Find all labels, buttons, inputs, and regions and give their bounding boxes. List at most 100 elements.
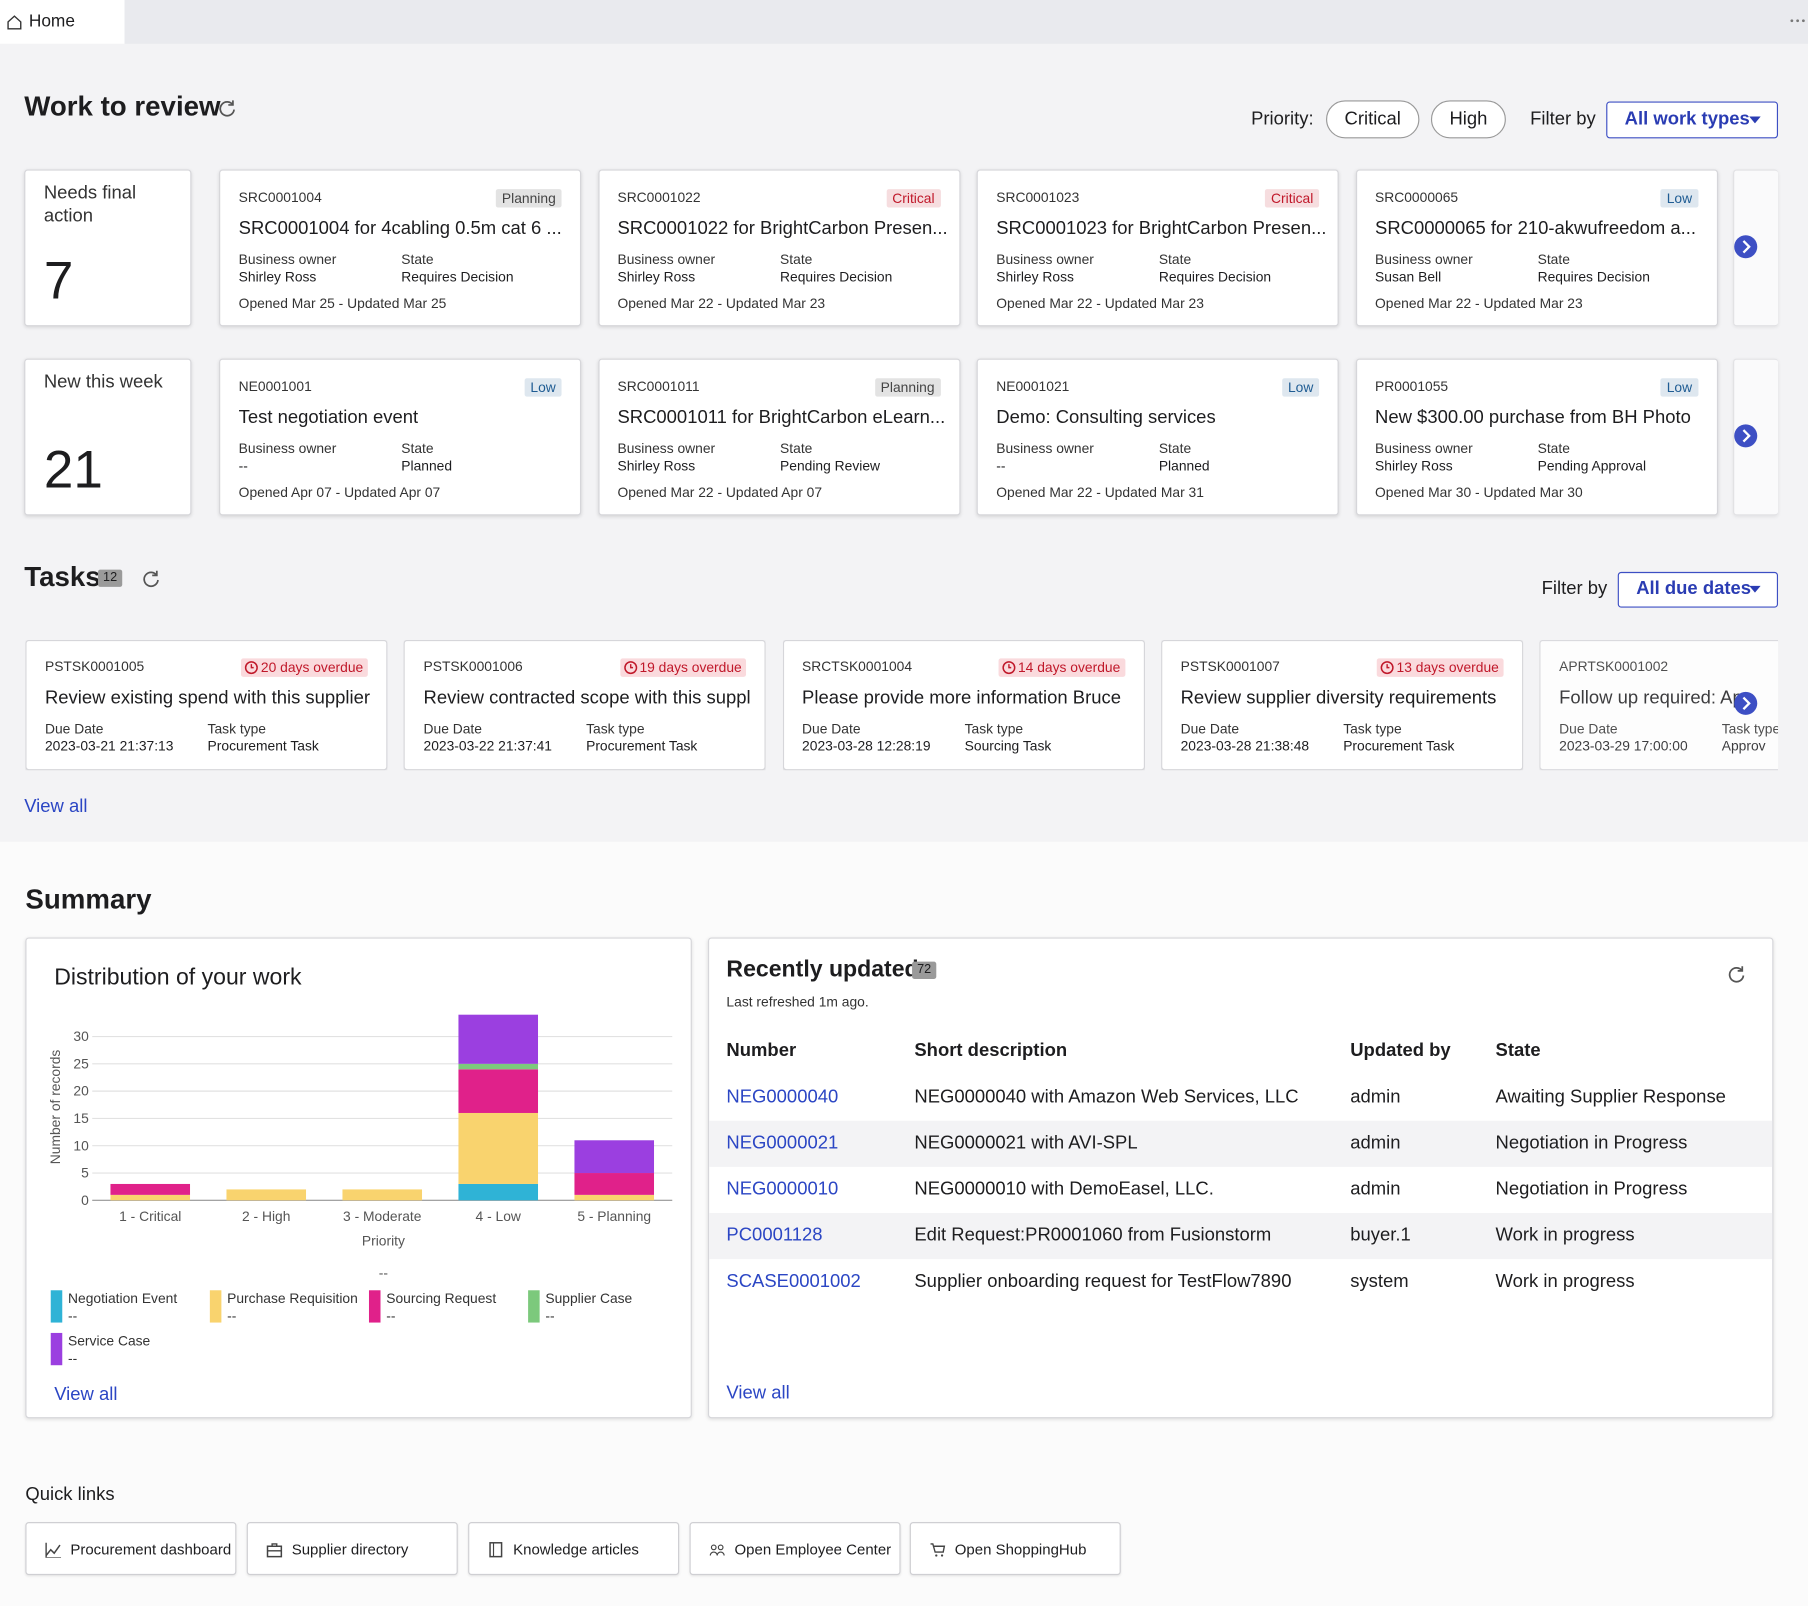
work-title: Demo: Consulting services <box>996 408 1216 428</box>
overdue-badge: 20 days overdue <box>241 658 368 677</box>
task-number: PSTSK0001006 <box>423 657 523 675</box>
due-label: Due Date <box>802 720 861 737</box>
record-link[interactable]: NEG0000010 <box>726 1179 839 1200</box>
task-card-slot: PSTSK0001005 20 days overdue Review existi… <box>25 639 388 771</box>
work-title: SRC0000065 for 210-akwufreedom a... <box>1375 219 1697 239</box>
filter-label: Filter by <box>1530 109 1596 130</box>
work-dates: Opened Mar 25 - Updated Mar 25 <box>238 294 447 311</box>
quick-link-button[interactable]: Open Employee Center <box>689 1522 901 1576</box>
work-card[interactable]: NE0001001 Low Test negotiation event Busine… <box>219 358 582 516</box>
clock-icon <box>1002 661 1016 675</box>
work-title: New $300.00 purchase from BH Photo <box>1375 408 1691 428</box>
due-value: 2023-03-22 21:37:41 <box>423 737 553 754</box>
task-card[interactable]: PSTSK0001007 13 days overdue Review suppli… <box>1161 639 1524 771</box>
stat-count: 21 <box>43 439 103 500</box>
stat-label: Needs final action <box>43 183 137 226</box>
legend-label: Supplier Case <box>545 1290 632 1306</box>
next-button[interactable] <box>1733 423 1758 448</box>
stat-tile[interactable]: New this week 21 <box>24 358 192 516</box>
home-tab[interactable]: Home <box>0 0 125 44</box>
quick-link-button[interactable]: Open ShoppingHub <box>909 1522 1121 1576</box>
view-all-link[interactable]: View all <box>24 796 88 817</box>
task-card-slot: PSTSK0001007 13 days overdue Review suppli… <box>1161 639 1524 771</box>
work-title: SRC0001023 for BrightCarbon Presen... <box>996 219 1325 239</box>
work-dates: Opened Apr 07 - Updated Apr 07 <box>238 483 441 500</box>
task-number: PSTSK0001007 <box>1180 657 1280 675</box>
stat-tile[interactable]: Needs final action 7 <box>24 169 192 327</box>
panel-title: Recently updated <box>726 956 919 982</box>
filter-dropdown[interactable]: All due dates <box>1617 571 1779 608</box>
bar-segment <box>458 1014 539 1064</box>
type-value: Procurement Task <box>1343 737 1455 754</box>
work-card[interactable]: SRC0000065 Low SRC0000065 for 210-akwufree… <box>1355 169 1718 327</box>
record-link[interactable]: NEG0000040 <box>726 1087 839 1108</box>
quick-link-icon <box>489 1542 503 1558</box>
table-cell: NEG0000010 with DemoEasel, LLC. <box>914 1179 1214 1200</box>
table-cell: NEG0000040 with Amazon Web Services, LLC <box>914 1087 1299 1108</box>
column-header: State <box>1495 1041 1541 1061</box>
filter-dropdown[interactable]: All work types <box>1606 101 1779 139</box>
priority-badge: Low <box>1660 378 1698 397</box>
bar-segment <box>574 1173 655 1195</box>
quick-link-button[interactable]: Knowledge articles <box>468 1522 680 1576</box>
type-label: Task type <box>586 720 645 737</box>
task-title: Review existing spend with this supplier <box>44 688 371 709</box>
next-button[interactable] <box>1733 234 1758 259</box>
more-menu[interactable] <box>1790 18 1806 23</box>
refresh-button[interactable] <box>218 99 236 117</box>
view-all-link[interactable]: View all <box>54 1384 118 1405</box>
work-dates: Opened Mar 22 - Updated Mar 31 <box>996 483 1204 500</box>
quick-link-button[interactable]: Supplier directory <box>246 1522 458 1576</box>
owner-value: Shirley Ross <box>617 268 696 285</box>
quick-link-icon <box>266 1543 283 1558</box>
work-card[interactable]: SRC0001004 Planning SRC0001004 for 4cablin… <box>219 169 582 327</box>
section-title: Summary <box>25 884 152 916</box>
next-button[interactable] <box>1733 691 1758 716</box>
legend-value: -- <box>227 1307 236 1323</box>
legend-swatch <box>209 1290 222 1323</box>
section-title: Work to review <box>24 91 221 123</box>
task-card[interactable]: SRCTSK0001004 14 days overdue Please provi… <box>782 639 1145 771</box>
table-cell: buyer.1 <box>1350 1225 1411 1246</box>
refresh-button[interactable] <box>1727 965 1745 983</box>
work-card[interactable]: PR0001055 Low New $300.00 purchase from BH… <box>1355 358 1718 516</box>
task-title: Please provide more information Bruce <box>802 688 1121 709</box>
table-cell: Supplier onboarding request for TestFlow… <box>914 1271 1292 1292</box>
state-label: State <box>401 439 434 457</box>
state-label: State <box>780 439 813 457</box>
filter-value: All due dates <box>1636 578 1752 599</box>
bar-segment <box>110 1183 191 1195</box>
work-number: SRC0001023 <box>996 188 1080 205</box>
bar-segment <box>458 1112 539 1184</box>
priority-pill[interactable]: High <box>1430 100 1506 139</box>
state-value: Requires Decision <box>401 268 514 285</box>
legend-swatch <box>368 1290 381 1323</box>
work-card[interactable]: SRC0001022 Critical SRC0001022 for BrightC… <box>597 169 960 327</box>
priority-badge: Critical <box>1265 189 1320 208</box>
due-value: 2023-03-28 21:38:48 <box>1180 737 1310 754</box>
refresh-button[interactable] <box>142 570 160 588</box>
priority-pill[interactable]: Critical <box>1326 100 1420 139</box>
owner-label: Business owner <box>617 439 716 457</box>
table-cell: Negotiation in Progress <box>1495 1179 1688 1200</box>
task-number: SRCTSK0001004 <box>802 657 913 675</box>
work-card[interactable]: NE0001021 Low Demo: Consulting services Bus… <box>976 358 1339 516</box>
stat-label: New this week <box>43 372 163 393</box>
table-cell: admin <box>1350 1087 1401 1108</box>
due-label: Due Date <box>1180 720 1240 737</box>
work-number: SRC0001011 <box>617 377 700 394</box>
owner-value: Shirley Ross <box>1375 457 1453 474</box>
record-link[interactable]: PC0001128 <box>726 1225 823 1246</box>
work-card[interactable]: SRC0001023 Critical SRC0001023 for BrightC… <box>976 169 1339 327</box>
top-bar <box>0 0 1808 44</box>
task-card[interactable]: PSTSK0001005 20 days overdue Review existi… <box>25 639 388 771</box>
y-tick-label: 0 <box>81 1192 89 1208</box>
record-link[interactable]: SCASE0001002 <box>726 1271 861 1292</box>
work-card[interactable]: SRC0001011 Planning SRC0001011 for BrightC… <box>597 358 960 516</box>
record-link[interactable]: NEG0000021 <box>726 1133 839 1154</box>
quick-link-button[interactable]: Procurement dashboard <box>25 1522 237 1576</box>
view-all-link[interactable]: View all <box>726 1383 790 1404</box>
task-card[interactable]: PSTSK0001006 19 days overdue Review contra… <box>403 639 766 771</box>
table-cell: NEG0000021 with AVI-SPL <box>914 1133 1138 1154</box>
dropdown-caret <box>1749 116 1761 124</box>
